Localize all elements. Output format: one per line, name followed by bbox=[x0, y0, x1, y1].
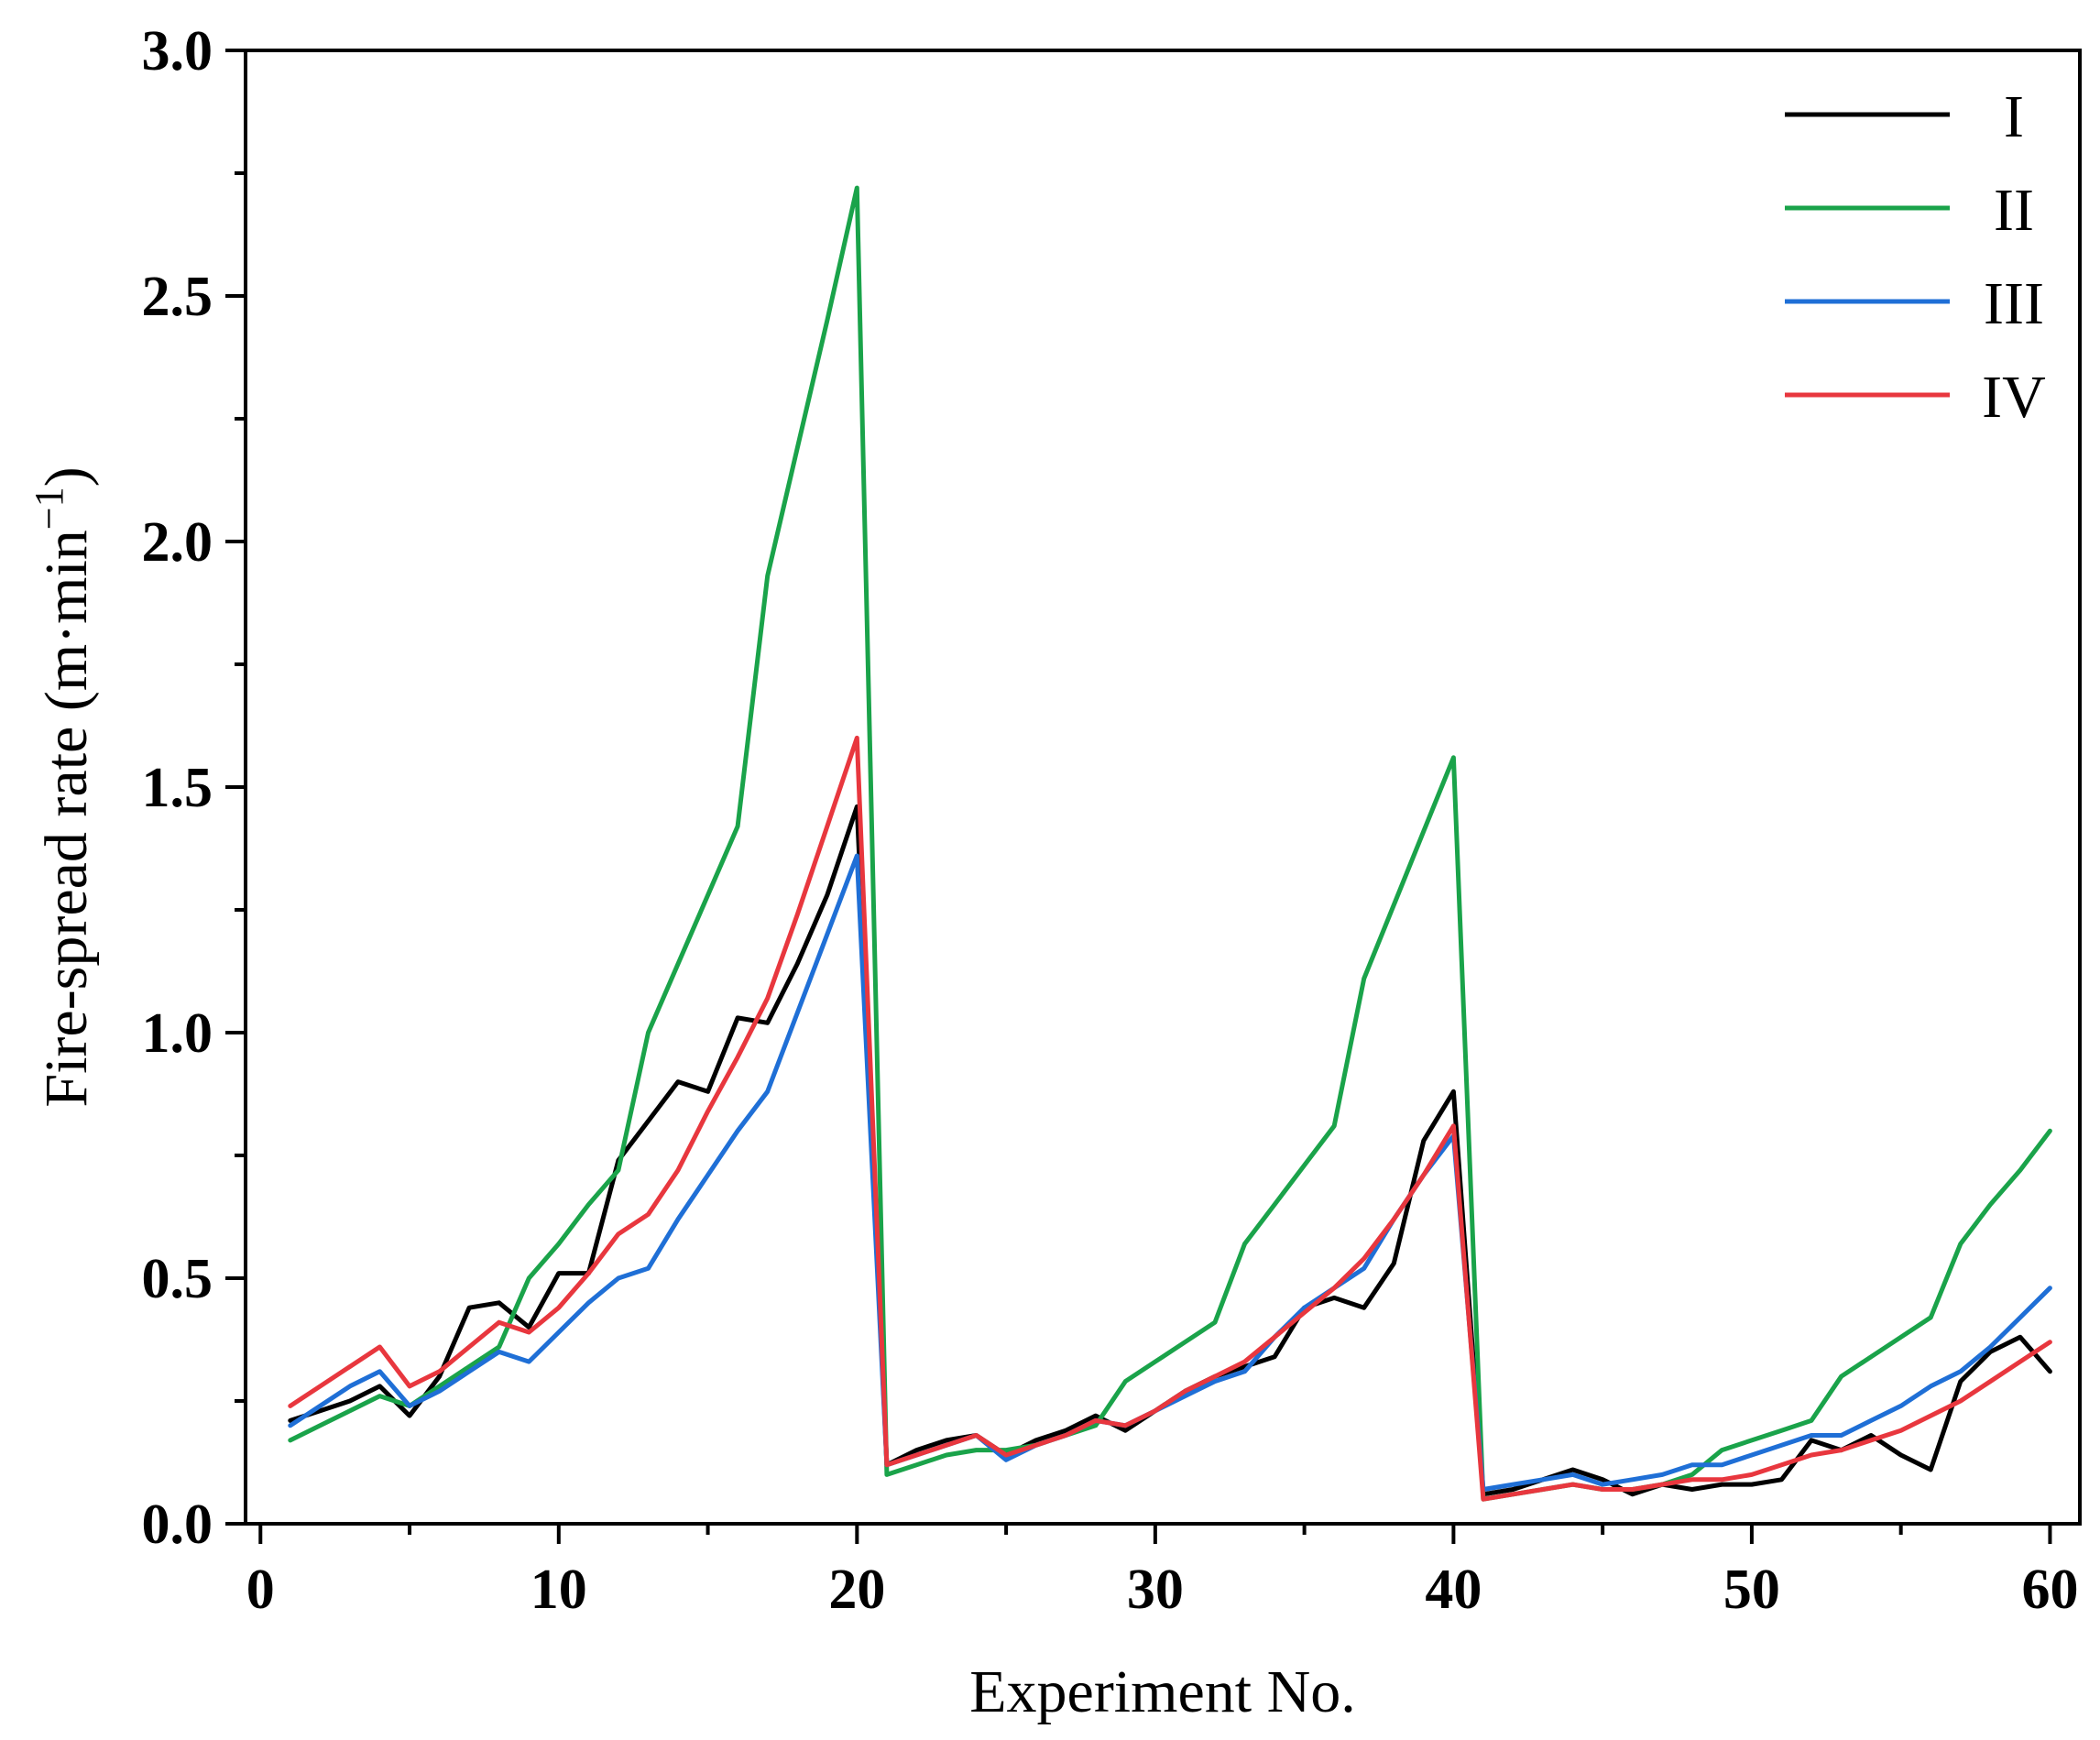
series-line-III bbox=[288, 853, 2052, 1492]
y-tick-label: 1.0 bbox=[142, 1002, 213, 1065]
x-axis-title: Experiment No. bbox=[969, 1658, 1356, 1725]
plot-series-group bbox=[288, 185, 2052, 1502]
legend-label-III: III bbox=[1984, 270, 2044, 337]
y-tick-label: 2.0 bbox=[142, 511, 213, 574]
y-axis-title-close: ) bbox=[33, 466, 100, 487]
x-tick-label: 50 bbox=[1723, 1559, 1780, 1621]
legend-label-II: II bbox=[1994, 177, 2034, 244]
x-tick-label: 0 bbox=[246, 1559, 275, 1621]
series-line-IV bbox=[288, 735, 2052, 1502]
y-axis-title-superscript: −1 bbox=[27, 487, 71, 530]
y-tick-label: 3.0 bbox=[142, 20, 213, 82]
x-tick-label: 20 bbox=[828, 1559, 885, 1621]
y-axis-title: Fire-spread rate (m·min−1) bbox=[27, 466, 100, 1107]
x-tick-label: 60 bbox=[2021, 1559, 2078, 1621]
legend-label-IV: IV bbox=[1982, 364, 2046, 431]
axes-group: 0 10 20 30 40 50 60 0.0 0.5 1.0 1.5 2.0 2.5 3.0 Experi… bbox=[27, 20, 2082, 1725]
x-tick-label: 10 bbox=[530, 1559, 587, 1621]
y-tick-label: 0.5 bbox=[142, 1248, 213, 1310]
y-tick-label: 1.5 bbox=[142, 757, 213, 819]
x-tick-label: 30 bbox=[1127, 1559, 1184, 1621]
legend-label-I: I bbox=[2004, 83, 2024, 150]
y-tick-label: 2.5 bbox=[142, 266, 213, 328]
x-tick-label: 40 bbox=[1425, 1559, 1482, 1621]
y-axis-title-main: Fire-spread rate (m·min bbox=[33, 530, 100, 1107]
series-line-II bbox=[288, 185, 2052, 1502]
series-line-I bbox=[288, 804, 2052, 1497]
y-tick-label: 0.0 bbox=[142, 1494, 213, 1556]
